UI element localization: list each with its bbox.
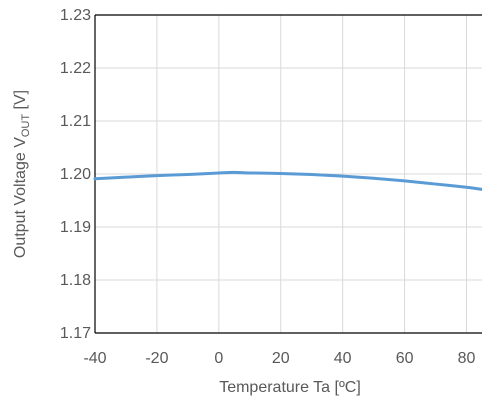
- x-tick-label: -40: [83, 350, 106, 367]
- y-tick-label: 1.22: [60, 60, 91, 77]
- x-axis-title: Temperature Ta [ºC]: [219, 379, 361, 396]
- x-tick-label: 0: [214, 350, 223, 367]
- y-tick-label: 1.17: [60, 325, 91, 342]
- series-line: [93, 170, 482, 191]
- x-tick-label: 40: [334, 350, 352, 367]
- y-axis-title: Output Voltage VOUT [V]: [12, 90, 32, 258]
- y-tick-label: 1.19: [60, 219, 91, 236]
- axis-layer: [94, 14, 482, 334]
- y-tick-label: 1.18: [60, 272, 91, 289]
- x-tick-label: 80: [458, 350, 476, 367]
- y-tick-label: 1.20: [60, 166, 91, 183]
- x-tick-label: 60: [396, 350, 414, 367]
- y-tick-label: 1.21: [60, 113, 91, 130]
- series-layer: [93, 170, 482, 191]
- x-tick-label: 20: [272, 350, 290, 367]
- x-tick-label: -20: [145, 350, 168, 367]
- y-axis-title-subscript: OUT: [20, 114, 32, 138]
- y-axis-title-suffix: [V]: [12, 90, 29, 114]
- tick-label-layer: 1.17 1.18 1.19 1.20 1.21 1.22 1.23 -40 -20 0 20 40 6…: [60, 7, 476, 367]
- y-axis-title-prefix: Output Voltage V: [12, 137, 29, 258]
- y-tick-label: 1.23: [60, 7, 91, 24]
